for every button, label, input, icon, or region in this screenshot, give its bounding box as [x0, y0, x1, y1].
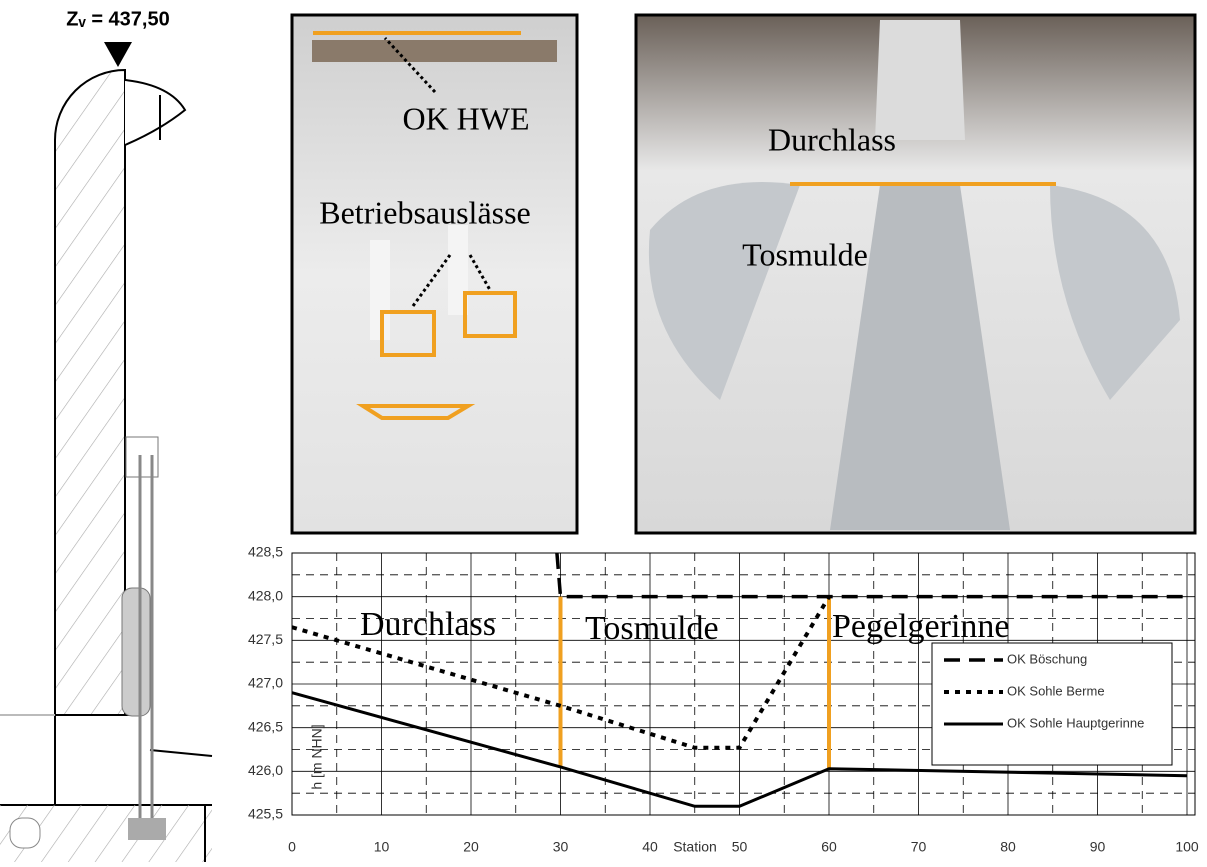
x-tick-label: 70 [911, 839, 927, 855]
legend-label: OK Sohle Hauptgerinne [1007, 715, 1144, 730]
legend-label: OK Böschung [1007, 651, 1087, 666]
gate [122, 588, 150, 716]
legend: OK Böschung OK Sohle Berme OK Sohle Hauptg… [932, 643, 1172, 765]
page: {"drawing": {"elevation_label": "Zᵥ = 43… [0, 0, 1207, 862]
y-tick-label: 426,0 [248, 762, 283, 778]
photo-label: OK HWE [402, 100, 529, 136]
y-tick-label: 427,5 [248, 631, 283, 647]
photo-label: Betriebsauslässe [319, 194, 531, 230]
chart: 0 10 20 30 40 50 60 70 80 90 100 425,5 426,0 426,5 427… [248, 544, 1199, 855]
elevation-marker [104, 42, 132, 67]
elevation-label: Zᵥ = 437,50 [66, 8, 169, 30]
x-tick-label: 0 [288, 839, 296, 855]
annotation: Durchlass [360, 606, 496, 643]
beam [312, 40, 557, 62]
wall-nose [125, 80, 185, 145]
ground-line [150, 750, 212, 756]
x-tick-label: 10 [374, 839, 390, 855]
x-tick-label: 40 [642, 839, 658, 855]
x-tick-label: 50 [732, 839, 748, 855]
y-axis-label: h [m NHN] [309, 724, 325, 789]
x-tick-label: 60 [821, 839, 837, 855]
annotation: Pegelgerinne [832, 608, 1010, 645]
y-tick-label: 428,0 [248, 587, 283, 603]
pipe [10, 818, 40, 848]
figure: Zᵥ = 437,50 OK HWE Betriebsauslässe [0, 0, 1207, 862]
ladder-foot [128, 818, 166, 840]
x-tick-label: 100 [1175, 839, 1199, 855]
technical-drawing: Zᵥ = 437,50 [0, 8, 212, 862]
x-tick-label: 20 [463, 839, 479, 855]
photo-label: Tosmulde [742, 236, 868, 272]
wall [55, 70, 125, 715]
annotation: Tosmulde [585, 610, 719, 647]
y-tick-label: 427,0 [248, 675, 283, 691]
x-tick-label: 80 [1000, 839, 1016, 855]
y-tick-label: 425,5 [248, 806, 283, 822]
photo-right: Durchlass Tosmulde [636, 15, 1195, 533]
x-tick-label: 30 [553, 839, 569, 855]
y-tick-label: 426,5 [248, 718, 283, 734]
photo-left: OK HWE Betriebsauslässe [292, 15, 577, 533]
legend-label: OK Sohle Berme [1007, 683, 1105, 698]
y-tick-label: 428,5 [248, 544, 283, 560]
x-tick-label: 90 [1090, 839, 1106, 855]
photo-label: Durchlass [768, 121, 896, 157]
x-axis-label: Station [673, 839, 717, 855]
